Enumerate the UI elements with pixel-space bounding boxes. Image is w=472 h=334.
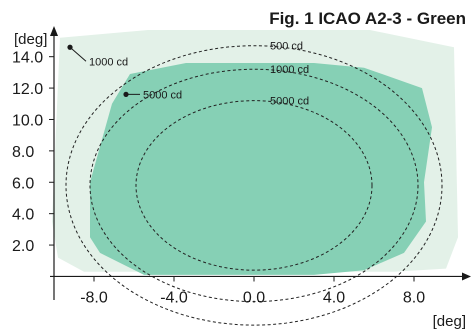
chart-title: Fig. 1 ICAO A2-3 - Green	[269, 9, 466, 28]
contour-label-500-cd: 500 cd	[270, 41, 303, 53]
y-tick-label: 4.0	[12, 207, 34, 224]
x-axis-arrow	[462, 272, 471, 281]
y-tick-label: 8.0	[12, 144, 34, 161]
contour-5000-cd	[135, 100, 373, 271]
x-tick-label: 0.0	[243, 289, 265, 306]
contour-label-1000-cd: 1000 cd	[270, 64, 309, 76]
x-axis-unit: [deg]	[433, 313, 466, 330]
plot-area: 500 cd 1000 cd 5000 cd -8.0 -4.0 0.0 4.0 8.0 2.0…	[12, 26, 471, 326]
point-label: 5000 cd	[143, 89, 182, 101]
y-tick-label: 6.0	[12, 175, 34, 192]
x-tick-label: -4.0	[160, 289, 188, 306]
y-tick-label: 10.0	[12, 112, 43, 129]
point-leader	[69, 46, 87, 62]
contour-label-5000-cd: 5000 cd	[270, 96, 309, 108]
x-tick-label: 4.0	[323, 289, 345, 306]
y-axis-unit: [deg]	[14, 31, 47, 48]
point-label: 1000 cd	[89, 56, 128, 68]
y-axis-arrow	[50, 26, 58, 36]
x-tick-label: 8.0	[403, 289, 425, 306]
y-tick-label: 2.0	[12, 238, 34, 255]
region-main	[90, 63, 432, 275]
y-tick-label: 14.0	[12, 50, 43, 67]
contour-500-cd	[65, 45, 443, 326]
y-tick-label: 12.0	[12, 81, 43, 98]
x-tick-label: -8.0	[80, 289, 108, 306]
contour-1000-cd	[89, 68, 419, 303]
